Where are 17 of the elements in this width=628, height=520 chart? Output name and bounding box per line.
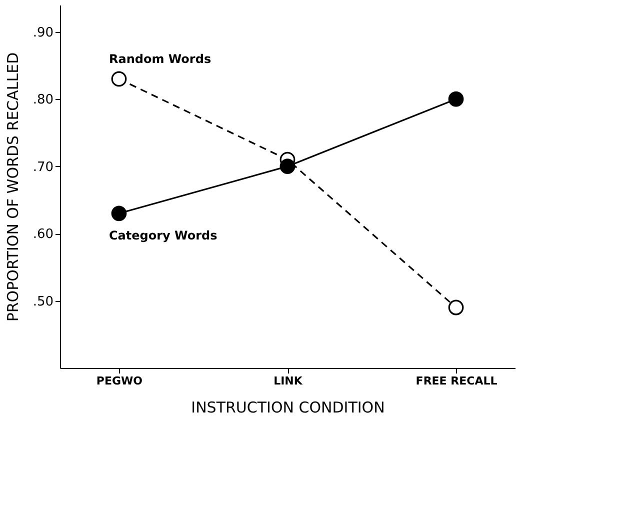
series-label: Category Words	[108, 228, 218, 242]
point	[111, 71, 127, 87]
point	[111, 206, 127, 222]
x-axis-title: INSTRUCTION CONDITION	[191, 398, 385, 416]
y-axis-title: PROPORTION OF WORDS RECALLED	[4, 52, 22, 322]
y-tick-label: .90	[32, 25, 54, 40]
y-tick-label: .80	[32, 92, 54, 108]
point	[280, 158, 296, 174]
x-tick-label: PEGWO	[96, 374, 143, 388]
point	[448, 300, 464, 316]
x-tick-label: FREE RECALL	[416, 374, 498, 388]
x-tick-label: LINK	[274, 374, 303, 388]
y-tick-label: .50	[32, 294, 54, 310]
y-tick-label: .70	[32, 160, 54, 175]
point	[448, 91, 464, 107]
y-tick-label: .60	[32, 227, 54, 242]
series-label: Random Words	[108, 52, 212, 66]
